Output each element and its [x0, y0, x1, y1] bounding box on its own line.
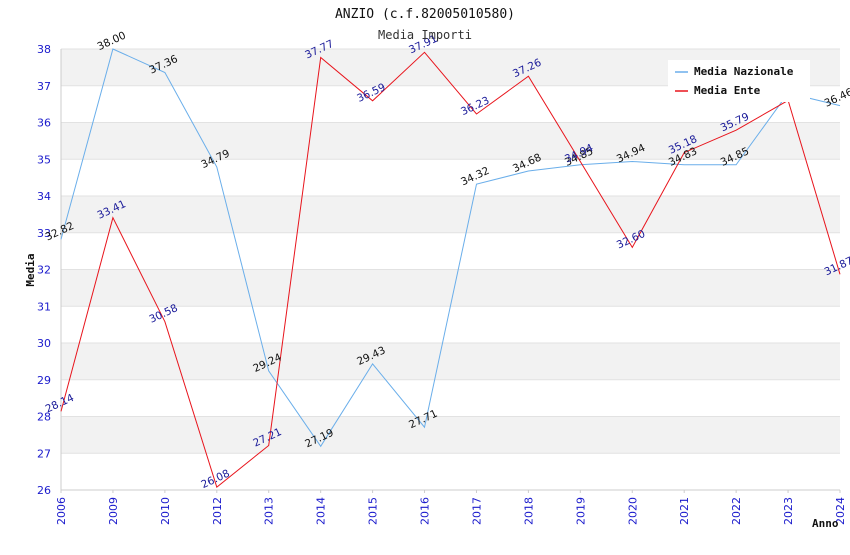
x-tick-label: 2016 — [419, 497, 432, 525]
chart-subtitle: Media Importi — [378, 28, 472, 42]
x-tick-label: 2006 — [55, 497, 68, 525]
x-tick-label: 2015 — [367, 497, 380, 525]
data-label-media-nazionale: 34.32 — [459, 165, 491, 189]
y-tick-label: 26 — [37, 484, 51, 497]
data-label-media-ente: 26.08 — [199, 468, 231, 492]
x-tick-label: 2010 — [159, 497, 172, 525]
x-tick-label: 2024 — [834, 497, 847, 525]
y-tick-label: 29 — [37, 374, 51, 387]
y-axis-label: Media — [24, 253, 37, 286]
x-tick-label: 2012 — [211, 497, 224, 525]
x-tick-label: 2022 — [730, 497, 743, 525]
y-tick-label: 32 — [37, 264, 51, 277]
legend-label-media-ente: Media Ente — [694, 84, 761, 97]
x-tick-label: 2021 — [678, 497, 691, 525]
data-label-media-nazionale: 36.46 — [823, 86, 850, 110]
data-label-media-nazionale: 32.82 — [44, 220, 76, 244]
x-tick-label: 2018 — [522, 497, 535, 525]
legend-label-media-nazionale: Media Nazionale — [694, 65, 794, 78]
data-label-media-ente: 36.23 — [459, 95, 491, 119]
series-line-media-ente — [60, 51, 841, 488]
y-tick-label: 28 — [37, 411, 51, 424]
chart-title: ANZIO (c.f.82005010580) — [335, 7, 515, 22]
x-tick-label: 2014 — [315, 497, 328, 525]
y-tick-label: 27 — [37, 447, 51, 460]
x-tick-label: 2023 — [782, 497, 795, 525]
y-tick-label: 38 — [37, 43, 51, 56]
grid-band — [61, 416, 840, 454]
y-tick-label: 33 — [37, 227, 51, 240]
series-line-media-nazionale — [60, 48, 841, 448]
legend: Media Nazionale Media Ente — [668, 60, 810, 102]
legend-background — [668, 60, 810, 102]
x-tick-label: 2019 — [574, 497, 587, 525]
y-tick-label: 30 — [37, 337, 51, 350]
y-tick-label: 34 — [37, 190, 51, 203]
y-tick-label: 37 — [37, 80, 51, 93]
x-tick-label: 2017 — [470, 497, 483, 525]
y-tick-label: 31 — [37, 300, 51, 313]
x-tick-label: 2020 — [626, 497, 639, 525]
data-label-media-ente: 28.14 — [44, 392, 77, 416]
x-axis-label: Anno — [812, 517, 839, 530]
y-tick-label: 35 — [37, 153, 51, 166]
y-tick-label: 36 — [37, 117, 51, 130]
x-tick-label: 2013 — [263, 497, 276, 525]
x-tick-label: 2009 — [107, 497, 120, 525]
grid-band — [61, 343, 840, 380]
grid-band — [61, 269, 840, 307]
grid-band — [61, 196, 840, 233]
